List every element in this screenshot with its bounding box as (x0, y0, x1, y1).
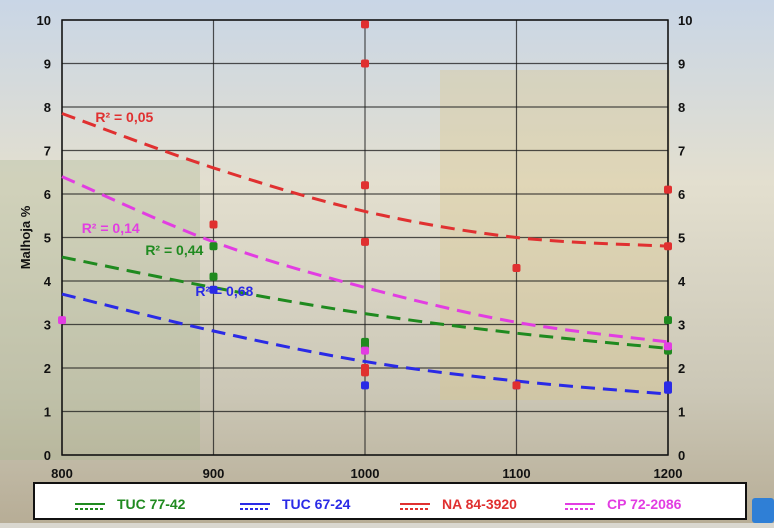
data-point-na-84-3920 (512, 381, 521, 390)
data-point-na-84-3920 (361, 237, 369, 246)
y-tick-label-left: 0 (44, 448, 51, 463)
data-point-tuc-67-24 (664, 385, 672, 394)
x-tick-label: 800 (51, 466, 73, 481)
legend: TUC 77-42 TUC 67-24 NA 84-3920 CP 72-2086 (75, 496, 682, 512)
legend-label: TUC 67-24 (282, 496, 351, 512)
y-tick-label-right: 7 (678, 144, 685, 159)
x-tick-label: 1000 (351, 466, 380, 481)
plot-area: 800 900 1000 1100 1200 0 0 1 1 2 2 3 3 4 4 5 5 6 6 7 7 8 8 9 9 10… (18, 13, 692, 481)
y-tick-label-left: 9 (44, 57, 51, 72)
y-tick-label-right: 1 (678, 405, 685, 420)
legend-box (33, 482, 747, 520)
data-point-na-84-3920 (361, 368, 369, 377)
data-point-na-84-3920 (664, 242, 672, 251)
sugarcane-field-shape (0, 160, 200, 460)
data-point-na-84-3920 (361, 59, 369, 68)
y-tick-label-left: 1 (44, 405, 51, 420)
trendline-na-84-3920 (61, 112, 669, 248)
r2-annotation: R² = 0,44 (145, 242, 203, 258)
data-point-tuc-77-42 (209, 242, 218, 251)
legend-label: NA 84-3920 (442, 496, 517, 512)
y-tick-label-left: 5 (44, 231, 51, 246)
y-tick-label-left: 2 (44, 361, 51, 376)
y-tick-label-right: 6 (678, 187, 685, 202)
y-tick-label-left: 4 (44, 274, 52, 289)
y-axis-label: Malhoja % (18, 205, 33, 269)
y-tick-label-left: 8 (44, 100, 51, 115)
y-tick-label-right: 4 (678, 274, 686, 289)
y-tick-label-right: 0 (678, 448, 685, 463)
x-tick-label: 1200 (654, 466, 683, 481)
y-tick-label-left: 3 (44, 318, 51, 333)
trendline-cp-72-2086 (61, 175, 669, 344)
x-tick-label: 900 (203, 466, 225, 481)
r2-annotation: R² = 0,05 (95, 109, 153, 125)
data-point-na-84-3920 (664, 185, 672, 194)
y-tick-label-right: 9 (678, 57, 685, 72)
data-point-tuc-67-24 (361, 381, 369, 390)
plot-frame (61, 19, 669, 456)
data-point-na-84-3920 (361, 181, 369, 190)
y-tick-label-right: 8 (678, 100, 685, 115)
y-tick-label-right: 10 (678, 13, 692, 28)
data-point-cp-72-2086 (58, 316, 66, 325)
legend-label: CP 72-2086 (607, 496, 682, 512)
y-tick-label-left: 7 (44, 144, 51, 159)
legend-label: TUC 77-42 (117, 496, 186, 512)
trendline-tuc-77-42 (61, 255, 669, 350)
y-tick-label-right: 2 (678, 361, 685, 376)
data-point-cp-72-2086 (664, 342, 672, 351)
y-tick-label-left: 10 (37, 13, 51, 28)
y-tick-label-left: 6 (44, 187, 51, 202)
y-tick-label-right: 3 (678, 318, 685, 333)
r2-annotation: R² = 0,14 (82, 220, 140, 236)
corner-icon (752, 498, 774, 523)
data-point-na-84-3920 (512, 263, 521, 272)
data-point-na-84-3920 (209, 220, 218, 229)
trendline-tuc-67-24 (61, 292, 669, 396)
harvester-shape (440, 70, 670, 400)
r2-annotation: R² = 0,68 (195, 283, 253, 299)
y-tick-label-right: 5 (678, 231, 685, 246)
x-tick-label: 1100 (502, 466, 530, 481)
data-point-tuc-77-42 (664, 316, 672, 325)
data-point-cp-72-2086 (361, 346, 369, 355)
data-point-na-84-3920 (361, 20, 369, 29)
data-point-tuc-77-42 (209, 272, 218, 281)
data-point-tuc-67-24 (209, 285, 218, 294)
